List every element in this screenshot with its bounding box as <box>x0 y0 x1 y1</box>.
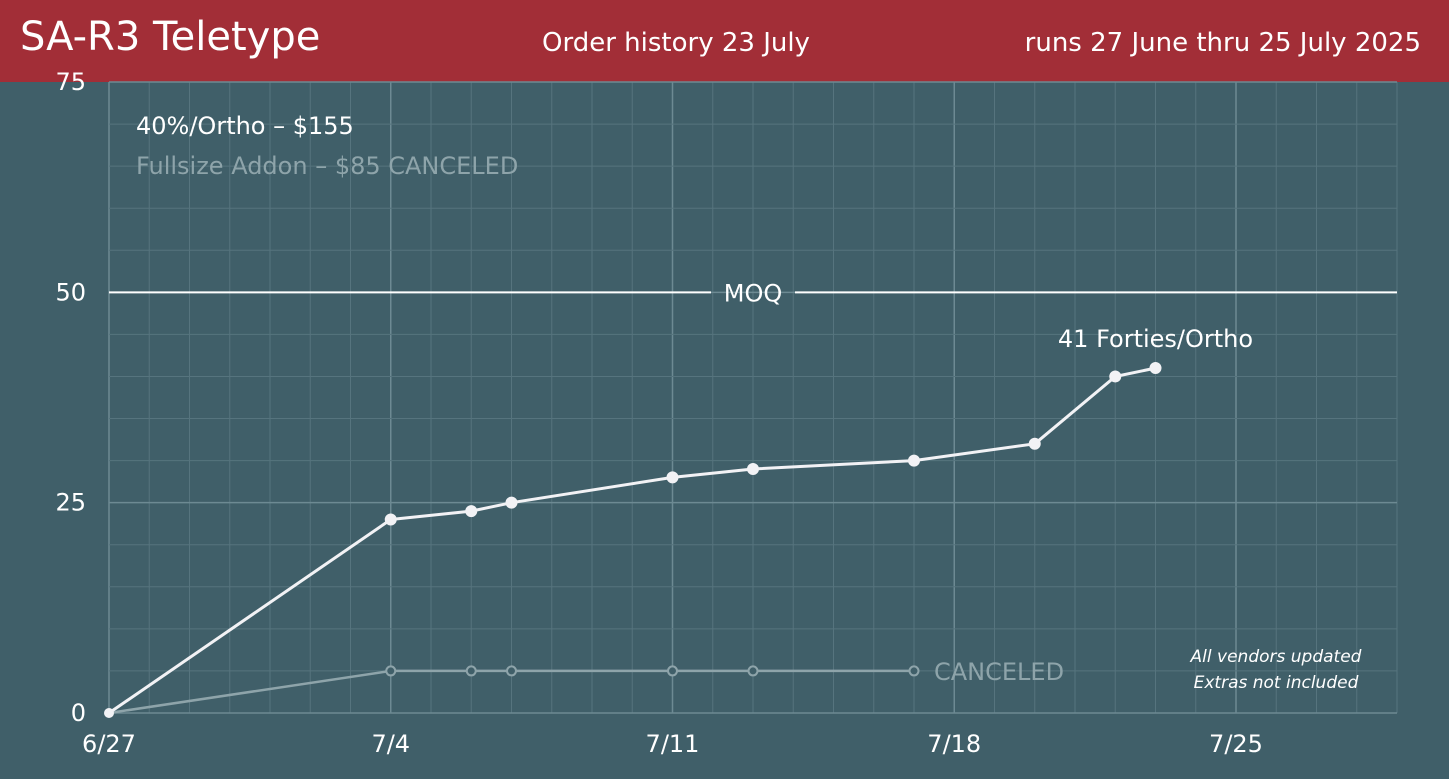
moq-label: MOQ <box>724 279 783 307</box>
x-tick-label: 7/4 <box>371 730 410 758</box>
data-point-forties <box>384 513 397 526</box>
footnote: Extras not included <box>1194 673 1359 693</box>
data-point-canceled <box>506 665 517 677</box>
data-point-canceled <box>385 665 397 677</box>
data-point-forties <box>747 463 759 476</box>
series-end-label-forties: 41 Forties/Ortho <box>1058 325 1253 353</box>
y-tick-label: 50 <box>55 278 86 306</box>
y-tick-label: 75 <box>55 68 86 96</box>
x-tick-label: 7/25 <box>1209 730 1263 758</box>
x-tick-label: 7/18 <box>927 730 981 758</box>
data-point-forties <box>1149 362 1162 375</box>
x-tick-label: 7/11 <box>646 730 700 758</box>
data-point-forties <box>1109 370 1122 383</box>
legend-entry: Fullsize Addon – $85 CANCELED <box>136 152 518 180</box>
run-dates: runs 27 June thru 25 July 2025 <box>1024 28 1421 58</box>
x-tick-label: 6/27 <box>82 730 136 758</box>
data-point-canceled <box>465 665 477 677</box>
data-point-forties <box>1028 437 1041 450</box>
data-point-forties <box>908 454 920 467</box>
chart-subtitle: Order history 23 July <box>542 28 810 58</box>
y-tick-label: 25 <box>55 489 86 517</box>
legend-entry: 40%/Ortho – $155 <box>136 112 354 140</box>
data-point-forties <box>666 471 679 484</box>
data-point-canceled <box>667 665 678 677</box>
data-point-forties <box>505 496 518 509</box>
data-point-forties <box>465 505 478 518</box>
chart-title: SA-R3 Teletype <box>20 14 321 60</box>
series-line-forties <box>107 366 1157 715</box>
footnote: All vendors updated <box>1190 647 1362 667</box>
header-bar: SA-R3 Teletype Order history 23 July run… <box>0 0 1449 82</box>
y-tick-label: 0 <box>71 699 86 727</box>
data-point-canceled <box>747 665 759 677</box>
data-point-origin <box>104 708 114 718</box>
data-point-canceled <box>908 665 920 677</box>
series-end-label-canceled: CANCELED <box>934 658 1064 686</box>
